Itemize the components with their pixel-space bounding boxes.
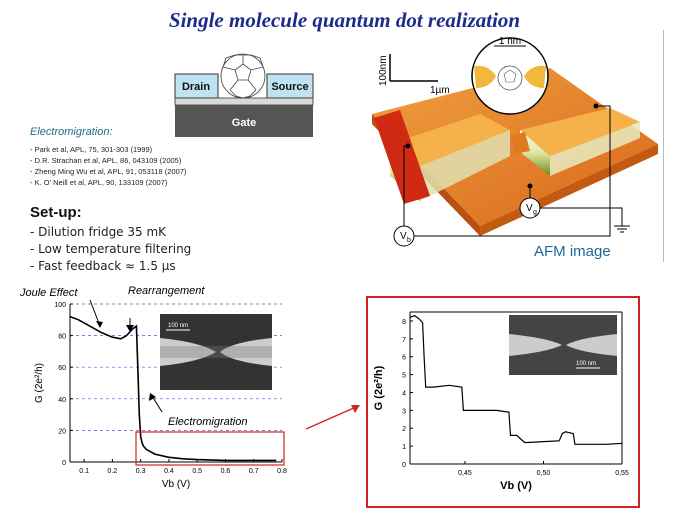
x-tick-label: 0,50: [537, 470, 551, 477]
data-line: [69, 315, 277, 462]
y-tick-label: 8: [402, 319, 406, 326]
source-electrode: [266, 73, 314, 99]
setup-item: - Low temperature filtering: [30, 242, 192, 256]
x-tick-label: 0.3: [136, 468, 146, 475]
device-schematic: Drain Source Gate: [174, 53, 314, 137]
y-tick-label: 6: [402, 355, 406, 362]
vb-subscript: b: [407, 237, 411, 244]
rearrangement-label: Rearrangement: [128, 285, 205, 297]
afm-x-scale: 1µm: [430, 85, 450, 96]
y-tick-label: 80: [58, 334, 66, 341]
setup-heading: Set-up:: [30, 204, 82, 221]
electromigration-arrowhead: [149, 393, 156, 401]
x-tick-label: 0.1: [79, 468, 89, 475]
y-tick-label: 0: [62, 460, 66, 467]
joule-effect-label: Joule Effect: [20, 287, 78, 299]
sem-inset-right: 100 nm: [509, 315, 617, 375]
inset-scale-label: 1 nm: [499, 36, 521, 47]
y-tick-label: 7: [402, 337, 406, 344]
electromigration-label: Electromigration: [168, 416, 247, 428]
inset-fullerene-icon: [497, 65, 523, 91]
x-axis-label: Vb (V): [500, 480, 532, 492]
afm-image: 100nm 1µm 1 nm V b V g AFM image: [372, 36, 658, 260]
gate-electrode: [175, 105, 313, 137]
reference-list: - Park et al, APL, 75, 301-303 (1999) - …: [30, 144, 187, 188]
x-axis-label: Vb (V): [162, 479, 190, 490]
x-tick-label: 0.6: [221, 468, 231, 475]
y-tick-label: 3: [402, 408, 406, 415]
x-tick-label: 0,45: [458, 470, 472, 477]
zoom-region-box: [135, 431, 285, 466]
afm-left-electrode: [390, 114, 510, 166]
ground-icon: [614, 225, 630, 233]
y-tick-label: 0: [402, 462, 406, 469]
x-tick-label: 0.4: [164, 468, 174, 475]
y-tick-label: 20: [58, 428, 66, 435]
y-axis-label: G (2e²/h): [373, 365, 385, 410]
vb-label: V: [400, 231, 407, 242]
x-tick-label: 0,55: [615, 470, 629, 477]
setup-item: - Fast feedback ≈ 1.5 µs: [30, 259, 176, 273]
reference-item: - K. O' Neill et al, APL, 90, 133109 (20…: [30, 178, 168, 187]
y-tick-label: 40: [58, 397, 66, 404]
afm-z-scale: 100nm: [378, 55, 389, 86]
sem-scale-right: 100 nm: [576, 361, 596, 367]
oxide-layer: [174, 97, 314, 106]
setup-item: - Dilution fridge 35 mK: [30, 225, 167, 239]
chart-plot: 0 1 2 3 4 5 6 7 8 0,45 0,50 0,55 Vb (V) G (2e²/h): [373, 311, 629, 492]
vg-label: V: [526, 203, 533, 214]
gate-label: Gate: [232, 117, 256, 129]
reference-item: - D.R. Strachan et al, APL, 86, 043109 (…: [30, 156, 182, 165]
y-tick-label: 2: [402, 426, 406, 433]
y-tick-label: 100: [54, 302, 66, 309]
fullerene-molecule-icon: [220, 53, 266, 99]
y-tick-label: 5: [402, 373, 406, 380]
x-tick-label: 0.5: [192, 468, 202, 475]
reference-item: - Park et al, APL, 75, 301-303 (1999): [30, 145, 153, 154]
zoom-arrow-icon: [305, 405, 360, 430]
sem-scale-left: 100 nm: [168, 323, 188, 329]
y-tick-label: 1: [402, 444, 406, 451]
y-tick-label: 4: [402, 390, 406, 397]
vg-subscript: g: [533, 209, 537, 216]
electromigration-arrow: [151, 395, 163, 413]
setup-list: - Dilution fridge 35 mK - Low temperatur…: [30, 224, 191, 275]
x-tick-label: 0.7: [249, 468, 259, 475]
reference-item: - Zheng Ming Wu et al, APL, 91, 053118 (…: [30, 167, 187, 176]
drain-electrode: [174, 73, 219, 99]
chart-plot: 0 20 40 60 80 100 0.1 0.2 0.3 0.4 0.5 0.6 0.7 0.8 Vb (…: [34, 302, 287, 490]
page-title: Single molecule quantum dot realization: [168, 8, 521, 32]
divider-line: [663, 30, 664, 262]
joule-arrowhead: [96, 321, 103, 328]
afm-caption: AFM image: [534, 243, 611, 260]
y-tick-label: 60: [58, 365, 66, 372]
rearrangement-arrowhead: [126, 325, 134, 332]
left-chart: 0 20 40 60 80 100 0.1 0.2 0.3 0.4 0.5 0.6 0.7 0.8 Vb (…: [20, 285, 287, 490]
drain-label: Drain: [182, 81, 210, 93]
sem-inset-left: 100 nm: [160, 314, 272, 390]
x-tick-label: 0.8: [277, 468, 287, 475]
afm-contact-pad: [374, 110, 430, 204]
data-line: [409, 314, 623, 445]
right-chart-frame: 0 1 2 3 4 5 6 7 8 0,45 0,50 0,55 Vb (V) G (2e²/h) 100…: [366, 296, 640, 508]
source-label: Source: [271, 81, 308, 93]
electromigration-heading: Electromigration:: [30, 126, 113, 138]
x-tick-label: 0.2: [108, 468, 118, 475]
right-chart: 0 1 2 3 4 5 6 7 8 0,45 0,50 0,55 Vb (V) G (2e²/h) 100…: [373, 311, 629, 492]
y-axis-label: G (2e²/h): [34, 363, 45, 403]
